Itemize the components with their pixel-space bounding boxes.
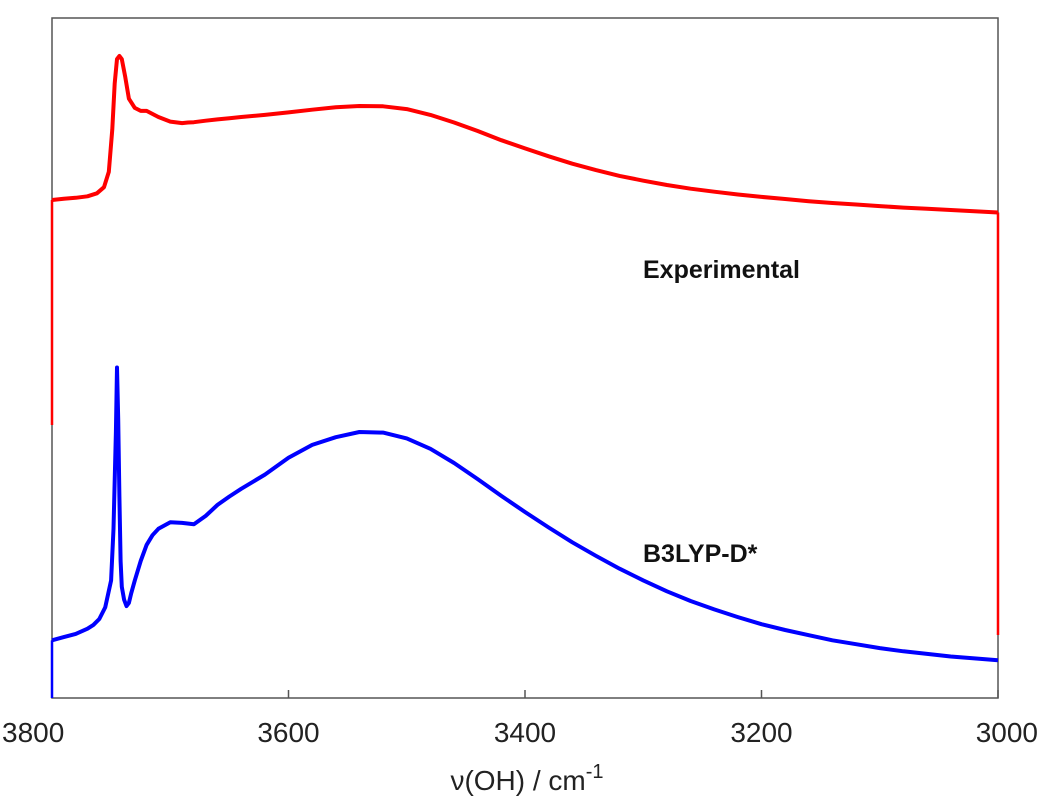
series-line-experimental [51, 54, 999, 215]
series-labels: Experimental B3LYP-D* [643, 256, 800, 568]
x-axis-label-superscript: -1 [586, 761, 604, 783]
x-axis-label: ν(OH) / cm-1 [450, 761, 603, 796]
x-tick-label-3600: 3600 [257, 717, 319, 748]
x-tick-label-3200: 3200 [730, 717, 792, 748]
series-label-b3lyp-d-: B3LYP-D* [643, 540, 758, 568]
x-tick-label-3800: 3800 [2, 717, 64, 748]
series-lines [50, 54, 1000, 698]
x-axis-ticks [51, 690, 999, 698]
series-label-experimental: Experimental [643, 256, 800, 284]
x-tick-label-3400: 3400 [494, 717, 556, 748]
x-tick-label-3000: 3000 [976, 717, 1038, 748]
series-line-b3lyp-d- [51, 365, 999, 663]
x-axis-tick-labels: 3800 3600 3400 3200 3000 [2, 717, 1038, 748]
plot-frame [51, 17, 999, 699]
